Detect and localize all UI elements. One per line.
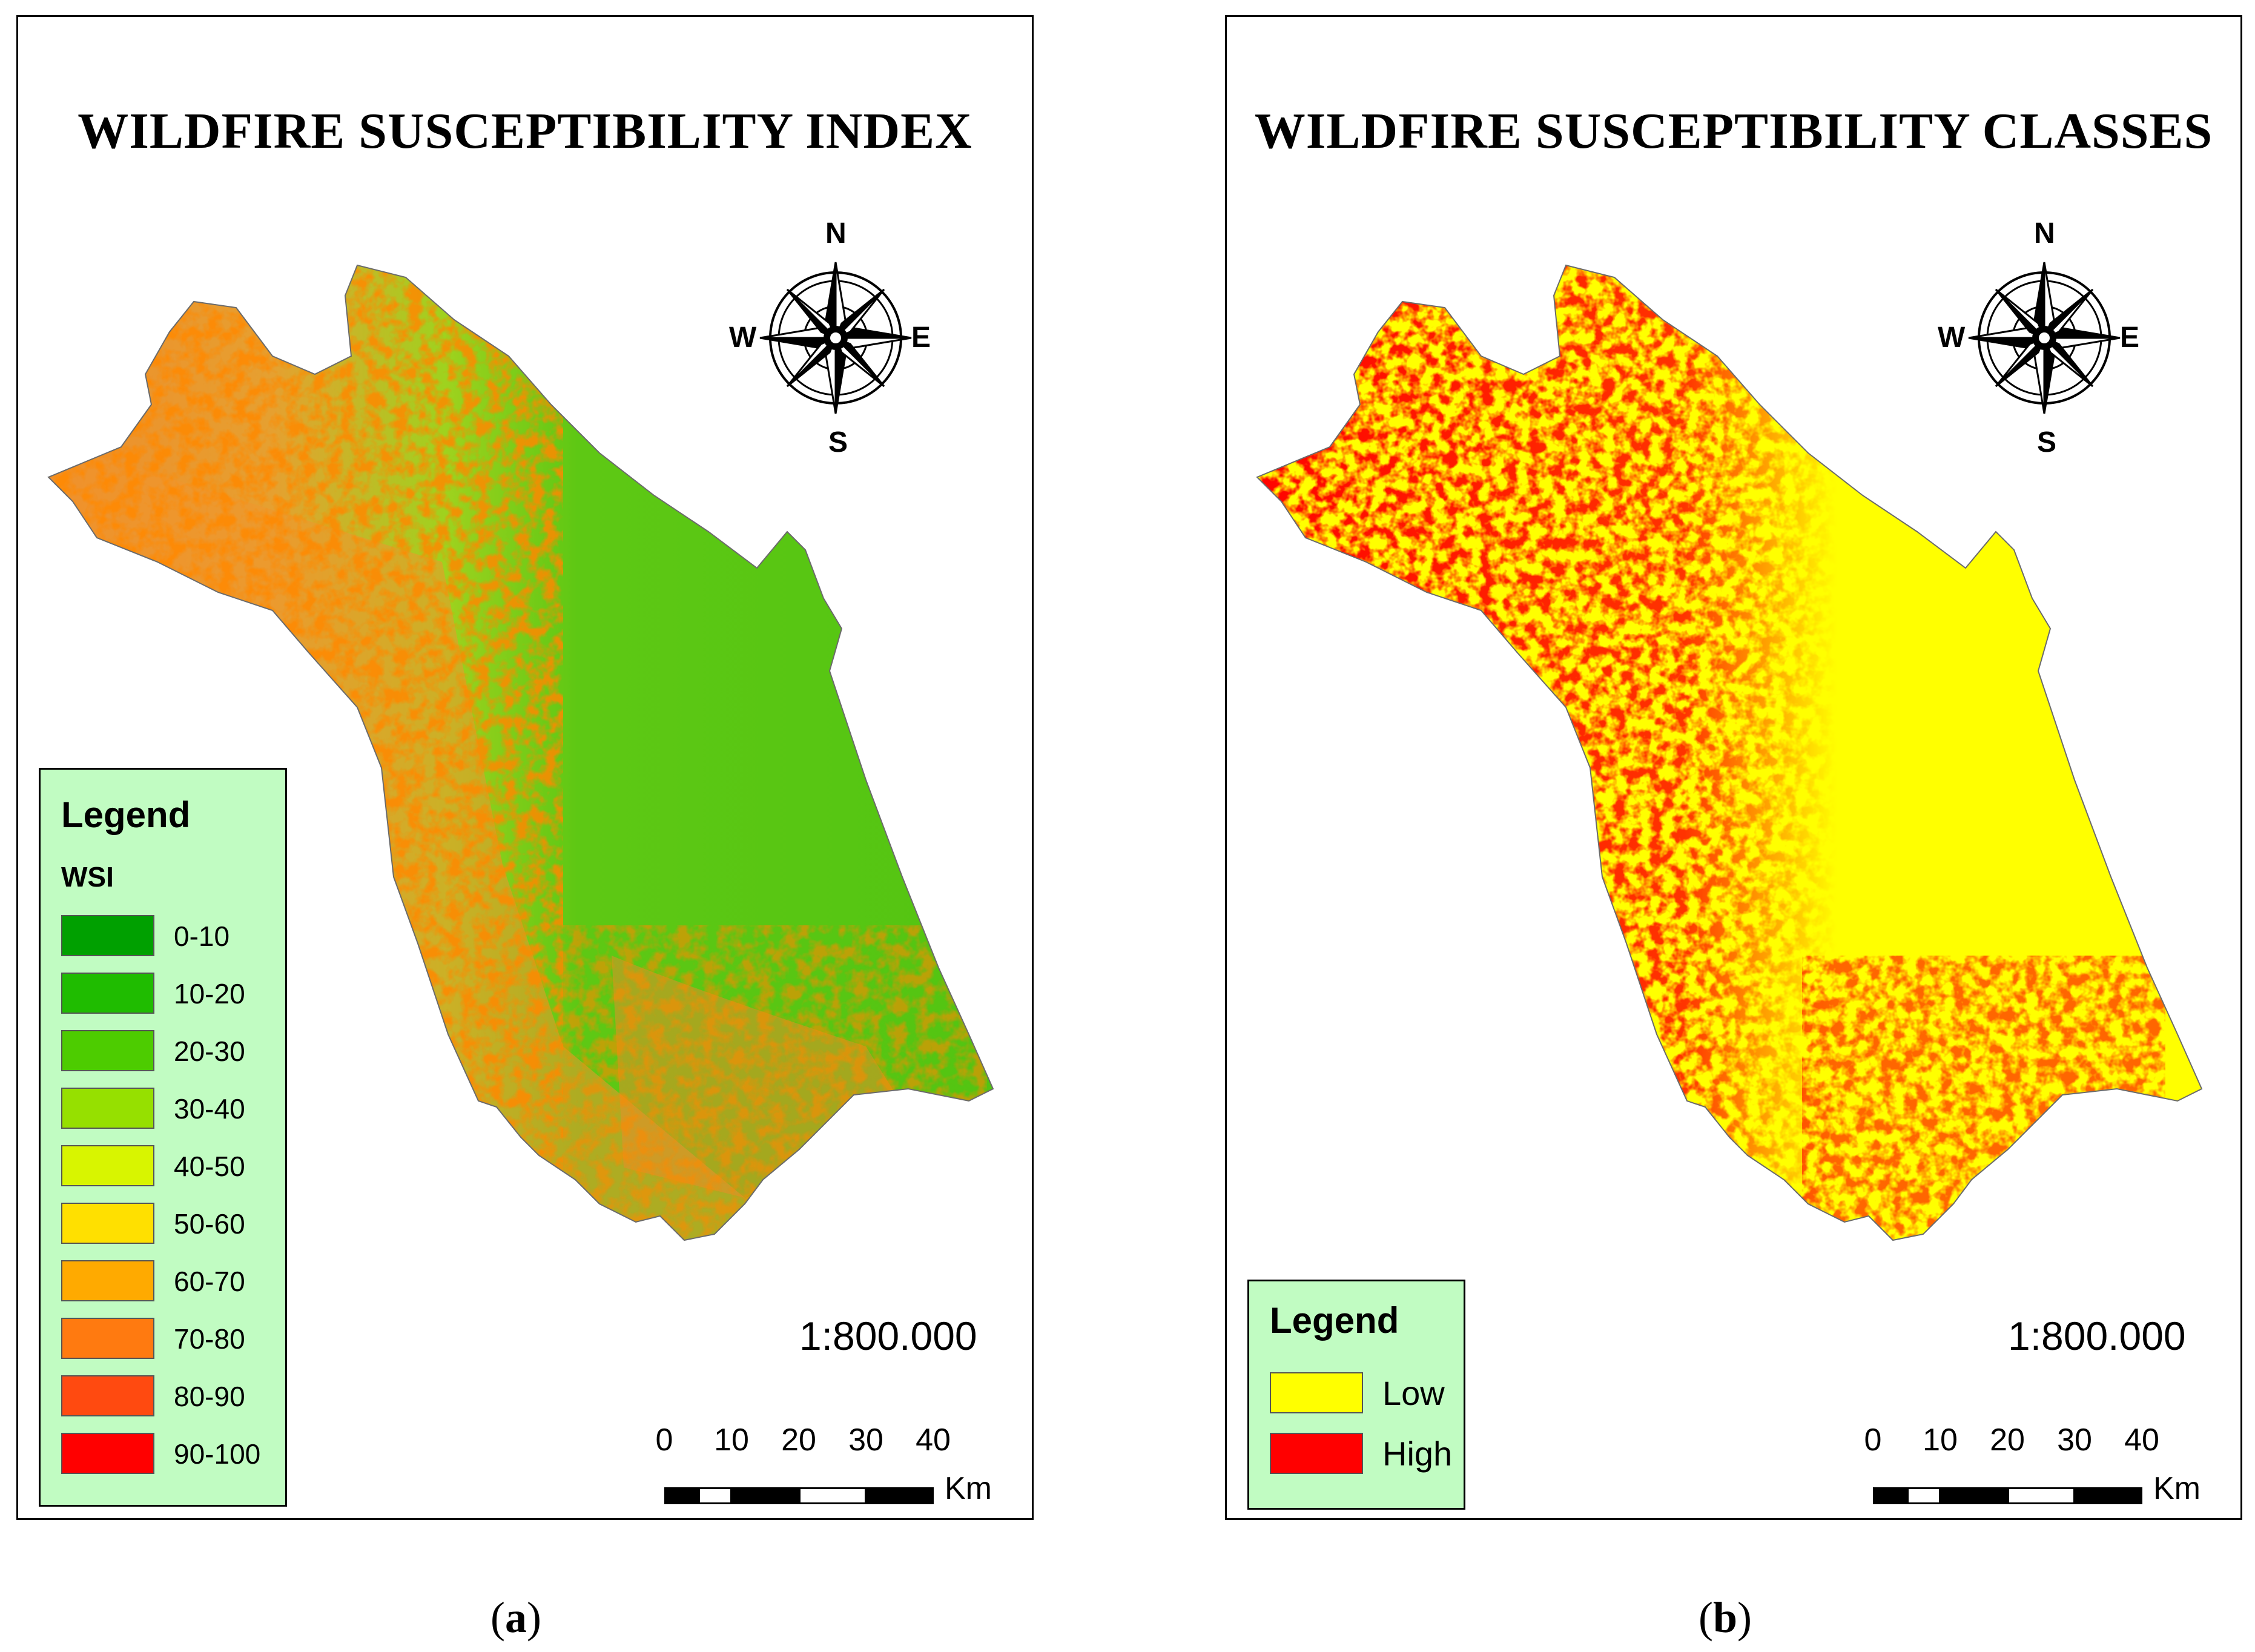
- compass-south-label: S: [828, 426, 848, 458]
- scale-segment: [664, 1487, 698, 1504]
- legend-swatch: [61, 1433, 154, 1474]
- scale-unit: Km: [945, 1471, 992, 1506]
- scale-segment: [731, 1487, 799, 1504]
- legend-subtitle: WSI: [61, 861, 114, 893]
- legend-swatch: [61, 1375, 154, 1416]
- compass-rose-icon: [1968, 262, 2121, 414]
- scale-tick: 0: [1864, 1422, 1882, 1458]
- scale-segment: [1873, 1487, 1907, 1504]
- legend-label: 0-10: [174, 920, 230, 952]
- scale-tick: 40: [916, 1422, 951, 1458]
- legend-item: 40-50: [61, 1145, 303, 1189]
- map-title: WILDFIRE SUSCEPTIBILITY CLASSES: [1254, 103, 2213, 159]
- legend-swatch: [61, 915, 154, 956]
- legend-swatch: [61, 1088, 154, 1129]
- scale-segment: [2075, 1487, 2142, 1504]
- legend-item: 10-20: [61, 973, 303, 1016]
- scale-tick: 20: [1990, 1422, 2025, 1458]
- map-panel-wsi-classes: WILDFIRE SUSCEPTIBILITY CLASSES: [1225, 15, 2242, 1520]
- scale-segment: [866, 1487, 934, 1504]
- legend-item: 60-70: [61, 1260, 303, 1304]
- scale-ratio: 1:800.000: [2008, 1313, 2186, 1358]
- legend-item: 30-40: [61, 1088, 303, 1131]
- scale-segment: [698, 1487, 732, 1504]
- legend-item: 90-100: [61, 1433, 303, 1476]
- legend-swatch: [61, 1260, 154, 1301]
- legend-title: Legend: [61, 795, 191, 835]
- legend-label: 50-60: [174, 1208, 245, 1240]
- scale-bar: 0 10 20 30 40 Km: [1851, 1422, 2214, 1513]
- legend-item: 20-30: [61, 1030, 303, 1074]
- compass-east-label: E: [911, 322, 931, 354]
- legend-item: 0-10: [61, 915, 303, 959]
- legend-label: 90-100: [174, 1438, 261, 1470]
- legend-label: 80-90: [174, 1381, 245, 1412]
- legend-title: Legend: [1270, 1300, 1399, 1341]
- legend-label: 60-70: [174, 1266, 245, 1297]
- compass-rose: N S E W: [729, 217, 933, 459]
- scale-tick: 20: [781, 1422, 816, 1458]
- scale-segment: [1940, 1487, 2008, 1504]
- legend-swatch: [61, 973, 154, 1014]
- compass-rose: N S E W: [1938, 217, 2141, 459]
- legend-label: 70-80: [174, 1323, 245, 1355]
- scale-segment: [799, 1487, 867, 1504]
- compass-south-label: S: [2037, 426, 2057, 458]
- legend-item: Low: [1270, 1372, 1512, 1416]
- legend-label: High: [1382, 1435, 1453, 1473]
- scale-bar: 0 10 20 30 40 Km: [642, 1422, 1005, 1513]
- legend-label: 20-30: [174, 1036, 245, 1067]
- scale-ratio: 1:800.000: [799, 1313, 977, 1358]
- compass-west-label: W: [1938, 322, 1966, 354]
- panel-caption-a: (a): [490, 1593, 541, 1642]
- compass-north-label: N: [2034, 217, 2055, 249]
- region-map-classes: [1256, 265, 2202, 1241]
- legend-item: 70-80: [61, 1318, 303, 1361]
- compass-rose-icon: [759, 262, 912, 414]
- caption-letter: a: [504, 1593, 527, 1642]
- scale-tick: 10: [714, 1422, 749, 1458]
- legend-item: 50-60: [61, 1203, 303, 1246]
- map-panel-wsi-index: WILDFIRE SUSCEPTIBILITY INDEX: [16, 15, 1034, 1520]
- legend-swatch: [61, 1145, 154, 1186]
- panel-caption-b: (b): [1699, 1593, 1752, 1642]
- scale-tick: 30: [2057, 1422, 2092, 1458]
- scale-segment: [2007, 1487, 2075, 1504]
- legend-box: Legend WSI 0-10 10-20 20-30 30-40 40-50 …: [39, 768, 287, 1507]
- scale-tick: 40: [2124, 1422, 2159, 1458]
- compass-west-label: W: [729, 322, 757, 354]
- legend-item: High: [1270, 1433, 1512, 1476]
- scale-tick: 30: [848, 1422, 883, 1458]
- scale-unit: Km: [2153, 1471, 2201, 1506]
- legend-swatch: [61, 1203, 154, 1244]
- caption-letter: b: [1712, 1593, 1738, 1642]
- legend-label: Low: [1382, 1374, 1445, 1412]
- legend-item: 80-90: [61, 1375, 303, 1419]
- legend-swatch: [1270, 1372, 1363, 1413]
- scale-tick: 0: [655, 1422, 673, 1458]
- map-title: WILDFIRE SUSCEPTIBILITY INDEX: [78, 103, 972, 159]
- legend-label: 10-20: [174, 978, 245, 1009]
- compass-east-label: E: [2120, 322, 2140, 354]
- compass-north-label: N: [825, 217, 847, 249]
- legend-swatch: [61, 1318, 154, 1359]
- legend-swatch: [61, 1030, 154, 1071]
- legend-label: 30-40: [174, 1093, 245, 1125]
- scale-segment: [1907, 1487, 1941, 1504]
- scale-tick: 10: [1923, 1422, 1958, 1458]
- legend-label: 40-50: [174, 1151, 245, 1182]
- legend-swatch: [1270, 1433, 1363, 1474]
- legend-box: Legend Low High: [1247, 1280, 1465, 1510]
